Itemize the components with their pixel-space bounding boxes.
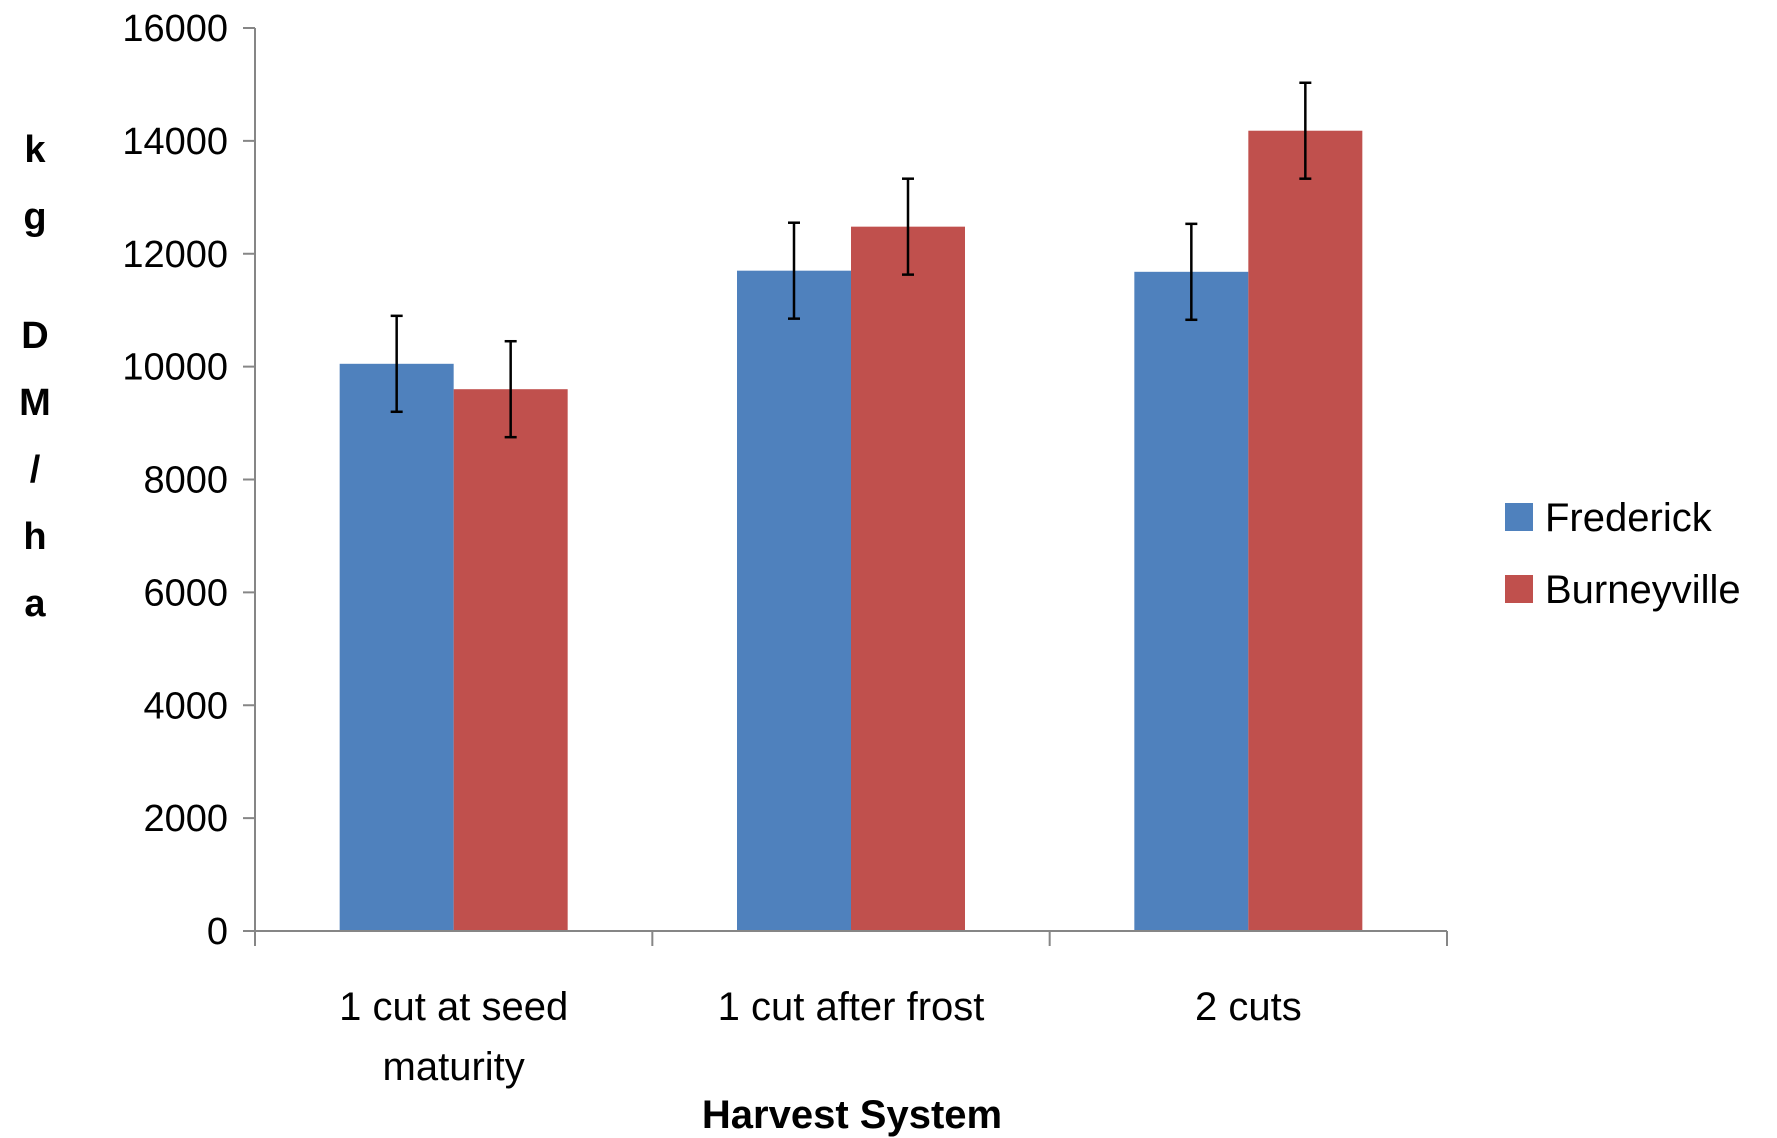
legend-swatch [1505, 575, 1533, 603]
legend-label: Frederick [1545, 496, 1713, 540]
error-bar-frederick-2 [1185, 222, 1198, 322]
y-tick-label: 12000 [122, 234, 228, 276]
axes-layer [243, 27, 1448, 946]
y-tick-label: 14000 [122, 121, 228, 163]
legend: Frederick Burneyville [1505, 496, 1741, 612]
legend-swatch [1505, 503, 1533, 531]
bar-frederick-1 [737, 270, 851, 931]
bar-burneyville-0 [453, 389, 568, 931]
y-tick-label: 4000 [143, 685, 228, 727]
x-category-label: 2 cuts [1195, 985, 1302, 1029]
x-category-label: 1 cut at seed maturity [339, 985, 568, 1089]
y-axis-label: k g D M / h a [19, 129, 51, 625]
y-tick-label: 10000 [122, 347, 228, 389]
error-bar-burneyville-0 [504, 339, 517, 439]
bar-frederick-2 [1134, 271, 1249, 931]
error-bar-frederick-0 [390, 314, 403, 414]
bar-burneyville-1 [851, 226, 965, 931]
legend-item-frederick: Frederick [1505, 496, 1713, 540]
bar-frederick-0 [339, 363, 454, 932]
error-bars-layer [390, 81, 1312, 439]
error-bar-burneyville-2 [1299, 81, 1312, 180]
y-tick-label: 0 [207, 911, 228, 953]
legend-label: Burneyville [1545, 568, 1741, 612]
bars-layer [339, 130, 1363, 932]
error-bar-burneyville-1 [902, 177, 914, 276]
y-tick-label: 2000 [143, 798, 228, 840]
legend-item-burneyville: Burneyville [1505, 568, 1741, 612]
x-category-labels: 1 cut at seed maturity 1 cut after frost 2 … [339, 985, 1302, 1089]
x-category-label: 1 cut after frost [718, 985, 985, 1029]
bar-burneyville-2 [1248, 130, 1363, 931]
y-tick-labels: 0 2000 4000 6000 8000 10000 12000 14000 16000 [122, 8, 228, 953]
x-axis-label: Harvest System [702, 1093, 1002, 1137]
error-bar-frederick-1 [788, 221, 800, 320]
y-tick-label: 8000 [143, 460, 228, 502]
y-tick-label: 16000 [122, 8, 228, 50]
y-tick-label: 6000 [143, 572, 228, 614]
